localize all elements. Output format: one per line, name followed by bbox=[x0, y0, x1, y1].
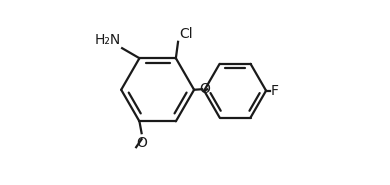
Text: F: F bbox=[271, 84, 279, 98]
Text: O: O bbox=[199, 82, 210, 96]
Text: Cl: Cl bbox=[179, 27, 192, 41]
Text: O: O bbox=[136, 136, 147, 150]
Text: H₂N: H₂N bbox=[95, 33, 121, 47]
